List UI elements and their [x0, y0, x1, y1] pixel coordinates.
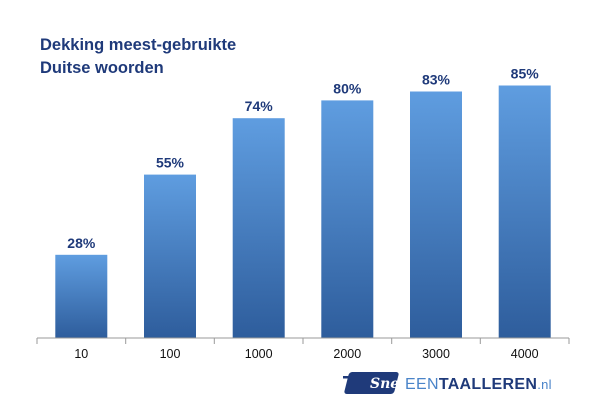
bar-10 [55, 254, 108, 338]
data-label-2000: 80% [333, 80, 362, 96]
chart-title-line-1: Dekking meest-gebruikte [40, 36, 236, 54]
logo-speed-line-2 [348, 382, 362, 385]
logo-speed-line-3 [353, 388, 363, 391]
chart-title: Dekking meest-gebruikte Duitse woorden [40, 36, 236, 77]
data-labels-group: 28% 55% 74% 80% 83% 85% [67, 66, 539, 251]
x-axis-tick-labels: 10 100 1000 2000 3000 4000 [74, 347, 538, 361]
x-tick-label-10: 10 [74, 347, 88, 361]
logo-tld: .nl [537, 377, 552, 392]
x-axis-ticks [36, 338, 570, 344]
data-label-4000: 85% [511, 66, 540, 82]
x-tick-label-100: 100 [160, 347, 181, 361]
data-label-1000: 74% [245, 98, 274, 114]
bar-4000 [498, 85, 551, 338]
bar-3000 [410, 91, 462, 338]
data-label-10: 28% [67, 235, 96, 251]
chart-title-line-2: Duitse woorden [40, 59, 164, 77]
logo-een: EEN [405, 376, 439, 393]
bars-group [55, 85, 551, 339]
x-tick-label-4000: 4000 [511, 347, 539, 361]
bar-2000 [321, 100, 374, 339]
logo-wordmark: EENTAALLEREN.nl [405, 376, 552, 393]
logo-snel: Snel [370, 376, 405, 392]
x-tick-label-2000: 2000 [333, 347, 361, 361]
x-tick-label-3000: 3000 [422, 347, 450, 361]
logo-leren: LEREN [481, 376, 537, 393]
logo-speed-line-1 [343, 376, 361, 379]
data-label-100: 55% [156, 155, 185, 171]
x-tick-label-1000: 1000 [245, 347, 273, 361]
logo-taal: TAAL [439, 376, 482, 393]
data-label-3000: 83% [422, 72, 451, 88]
bar-100 [144, 174, 196, 338]
bar-1000 [232, 118, 285, 338]
site-logo: Snel EENTAALLEREN.nl [343, 372, 552, 394]
